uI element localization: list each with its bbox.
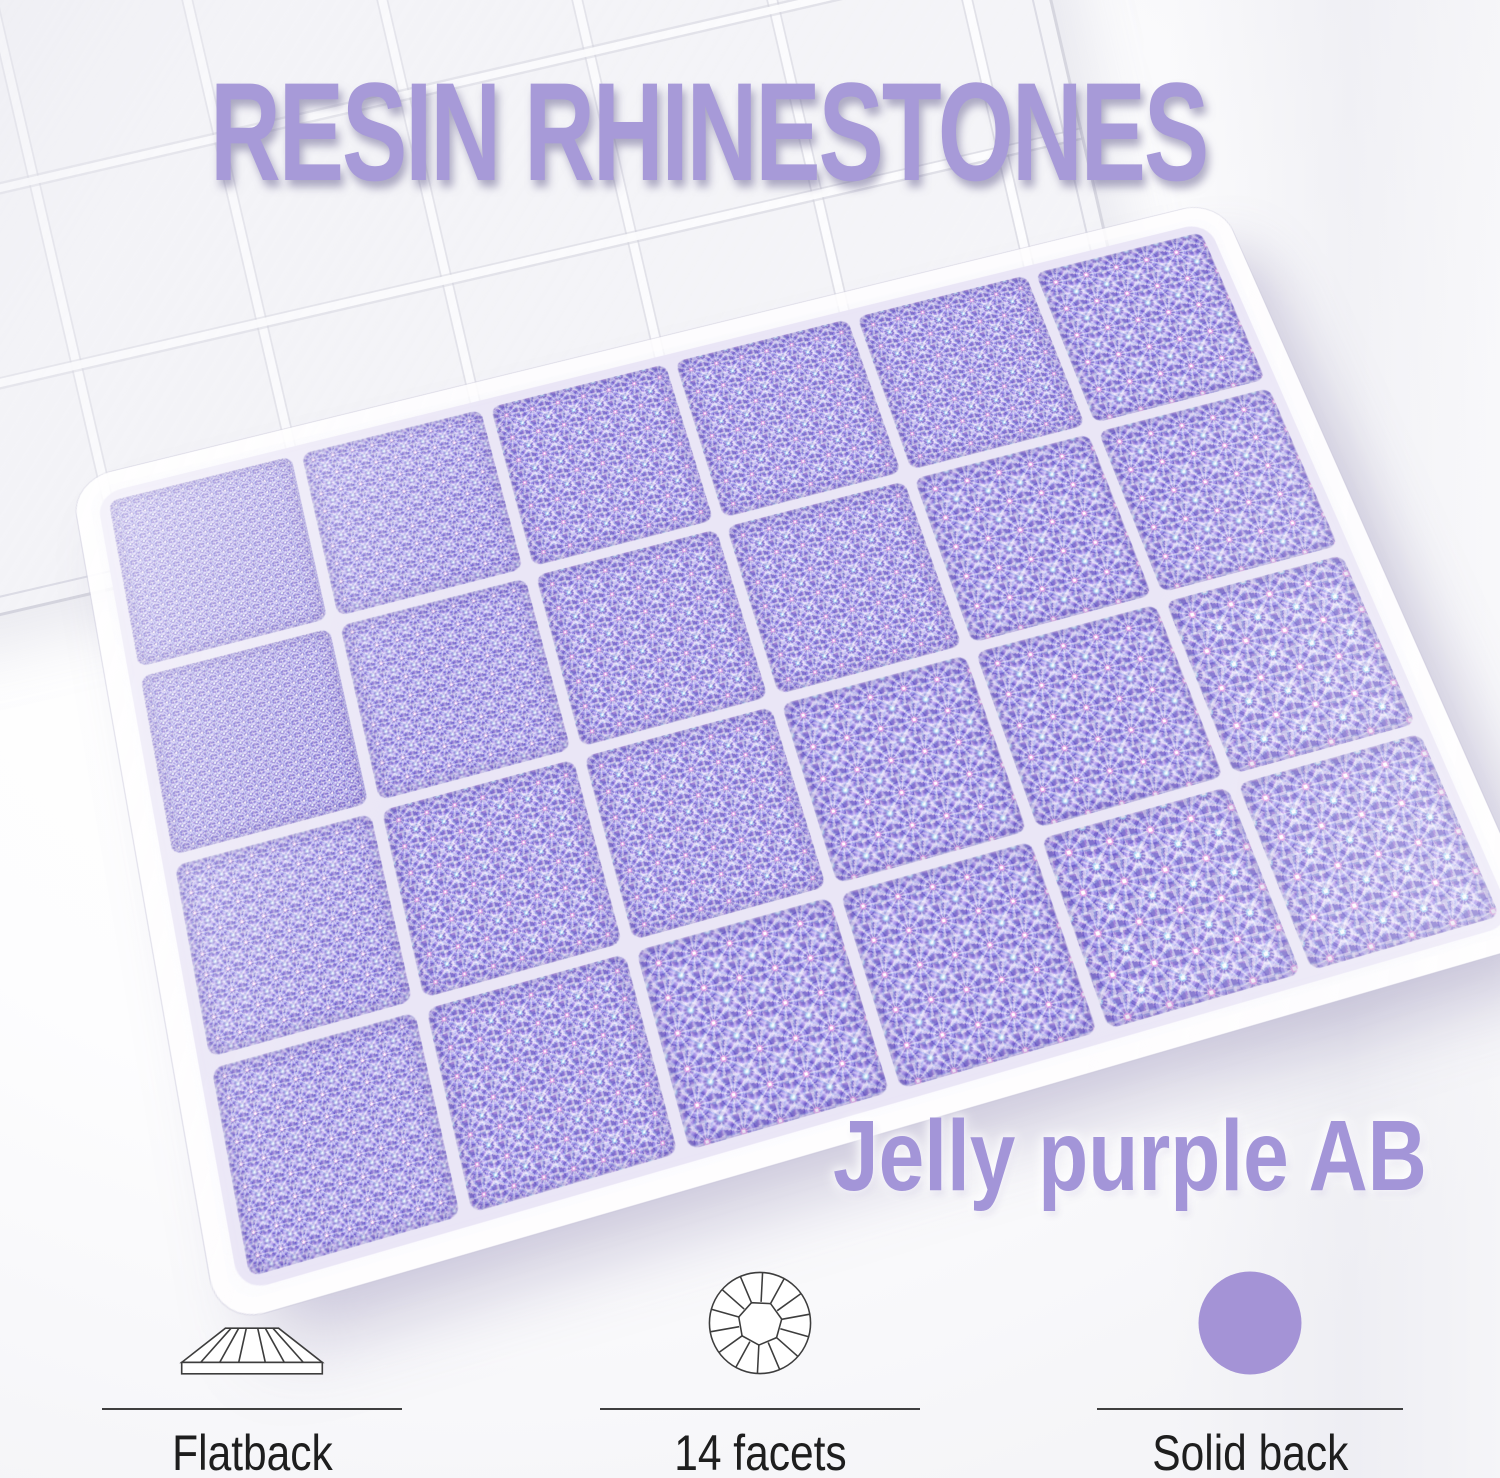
- solid-back-circle-icon: [1193, 1250, 1307, 1380]
- feature-label: 14 facets: [673, 1425, 847, 1478]
- feature-list: Flatback: [0, 1250, 1500, 1478]
- feature-flatback: Flatback: [72, 1250, 432, 1478]
- rhinestone-compartment: [583, 706, 827, 941]
- feature-label: Flatback: [171, 1425, 333, 1478]
- rhinestone-compartment: [339, 578, 571, 800]
- rhinestone-compartment: [535, 529, 769, 747]
- rhinestone-compartment: [108, 456, 328, 667]
- rhinestone-compartment: [426, 954, 678, 1213]
- facet-top-view-icon: [703, 1250, 817, 1380]
- feature-14-facets: 14 facets: [580, 1250, 940, 1478]
- color-name-label: Jelly purple AB: [833, 1100, 1427, 1212]
- divider-line: [600, 1408, 920, 1410]
- rhinestone-compartment: [490, 364, 714, 567]
- divider-line: [102, 1408, 402, 1410]
- rhinestone-compartment: [140, 628, 369, 855]
- feature-label: Solid back: [1151, 1425, 1349, 1478]
- rhinestone-compartment: [301, 409, 523, 616]
- feature-solid-back: Solid back: [1070, 1250, 1430, 1478]
- rhinestone-compartment: [174, 813, 413, 1058]
- rhinestone-compartment: [675, 319, 902, 518]
- rhinestone-compartment: [381, 759, 622, 999]
- divider-line: [1097, 1408, 1403, 1410]
- flatback-side-view-icon: [176, 1250, 328, 1380]
- rhinestone-compartment: [211, 1012, 460, 1277]
- product-title: RESIN RHINESTONES: [210, 53, 1209, 210]
- solid-purple-circle: [1198, 1271, 1302, 1375]
